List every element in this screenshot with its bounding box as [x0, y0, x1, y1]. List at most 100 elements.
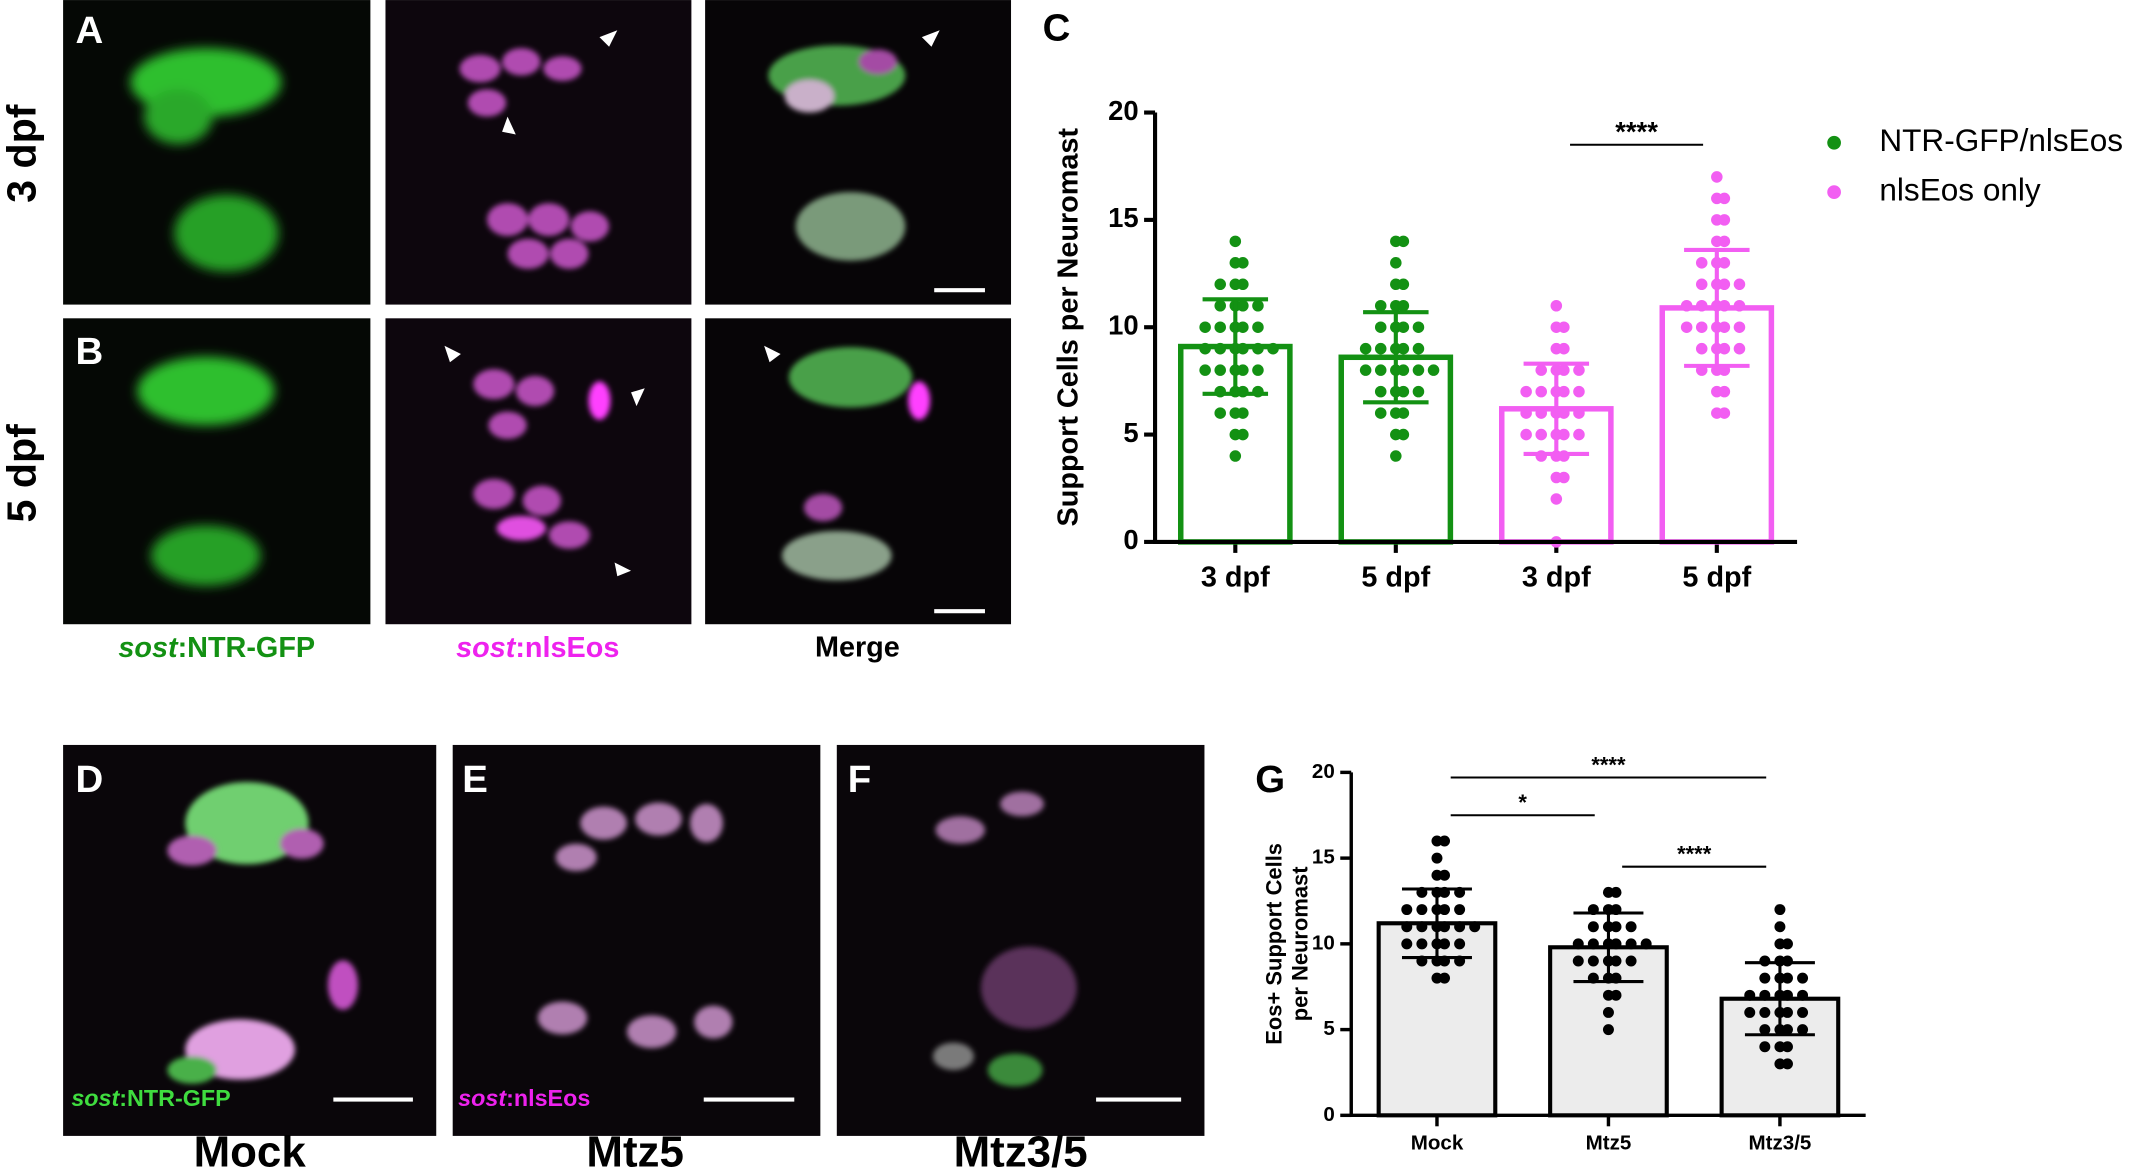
data-point [1625, 921, 1637, 933]
data-point [1587, 938, 1599, 950]
data-point [1427, 364, 1440, 376]
data-point [1359, 342, 1372, 355]
data-point [1718, 257, 1731, 269]
data-point [1625, 938, 1637, 950]
data-point [1439, 904, 1451, 916]
data-point [1695, 278, 1708, 291]
data-point [1454, 904, 1466, 916]
data-point [1718, 278, 1731, 291]
data-point [1733, 278, 1746, 291]
data-point [1535, 407, 1547, 419]
panel-letter: G [1255, 758, 1285, 801]
data-point [1199, 321, 1211, 333]
column-caption: sost:NTR-GFP [118, 632, 315, 664]
data-point [1558, 428, 1570, 441]
data-point [1733, 299, 1746, 312]
data-point [1550, 493, 1563, 505]
data-point [1610, 955, 1622, 967]
bottom-caption: Mock [194, 1128, 307, 1173]
caption-text: :NTR-GFP [178, 632, 316, 664]
data-point [1374, 321, 1387, 333]
data-point [1587, 955, 1599, 967]
panel-letter: C [1043, 6, 1071, 49]
data-point [1744, 989, 1756, 1001]
column-caption: Merge [815, 632, 900, 664]
data-point [1252, 342, 1264, 355]
data-point [1781, 1041, 1793, 1053]
data-point [1469, 921, 1481, 933]
caption-italic: sost [71, 1085, 120, 1111]
data-point [1359, 364, 1372, 376]
data-point [1550, 299, 1563, 312]
caption-text: :nlsEos [506, 1085, 590, 1111]
panel-letter: E [462, 758, 488, 801]
inset-caption: sost:nlsEos [458, 1085, 590, 1111]
data-point [1695, 342, 1708, 355]
data-point [1535, 364, 1547, 376]
data-point [1535, 385, 1547, 398]
image-panel [385, 0, 692, 305]
data-point [1573, 407, 1585, 419]
y-tick-label: 10 [1312, 931, 1335, 954]
data-point [1229, 450, 1242, 462]
data-point [1237, 342, 1249, 355]
legend-marker [1827, 185, 1841, 199]
data-point [1695, 299, 1708, 312]
data-point [1397, 278, 1410, 291]
data-point [1439, 835, 1451, 847]
x-tick-label: 3 dpf [1201, 562, 1270, 594]
data-point [1744, 1006, 1756, 1018]
data-point [1397, 364, 1410, 376]
data-point [1229, 235, 1242, 248]
data-point [1412, 385, 1425, 398]
data-point [1390, 257, 1402, 269]
panel-letter: D [75, 758, 103, 801]
x-tick-label: Mtz5 [1586, 1132, 1632, 1155]
axis [1349, 772, 1866, 1118]
data-point [1214, 299, 1226, 312]
data-point [1573, 428, 1585, 441]
data-point [1439, 972, 1451, 984]
row-label: 3 dpf [0, 104, 45, 203]
data-point [1602, 886, 1614, 898]
data-point [1718, 214, 1731, 226]
error-bar [1573, 911, 1644, 984]
y-tick-label: 20 [1108, 95, 1139, 126]
data-point [1401, 938, 1413, 950]
significance-label: **** [1615, 116, 1658, 147]
data-point [1252, 364, 1264, 376]
data-point [1573, 364, 1585, 376]
y-tick-label: 10 [1108, 309, 1139, 340]
data-point [1520, 385, 1532, 398]
image-panel [452, 744, 821, 1136]
data-point [1572, 955, 1584, 967]
data-point [1733, 321, 1746, 333]
data-point [1610, 989, 1622, 1001]
data-point [1718, 385, 1731, 398]
data-point [1237, 428, 1249, 441]
caption-text: :NTR-GFP [119, 1085, 230, 1111]
data-point [1797, 989, 1809, 1001]
data-point [1711, 171, 1723, 183]
data-point [1718, 407, 1731, 419]
error-bar [1401, 887, 1472, 960]
data-point [1781, 1024, 1793, 1036]
data-point [1416, 938, 1428, 950]
data-point [1718, 342, 1731, 355]
data-point [1401, 921, 1413, 933]
data-point [1412, 364, 1425, 376]
data-point [1397, 299, 1410, 312]
significance-label: **** [1591, 752, 1626, 777]
y-axis-label: Support Cells per Neuromast [1053, 128, 1085, 527]
data-point [1759, 972, 1771, 984]
data-point [1558, 385, 1570, 398]
row-label: 5 dpf [0, 424, 45, 523]
image-panel [836, 744, 1205, 1136]
y-tick-label: 20 [1312, 760, 1335, 783]
data-point [1572, 938, 1584, 950]
data-point [1237, 299, 1249, 312]
data-point [1797, 1024, 1809, 1036]
data-point [1797, 972, 1809, 984]
caption-italic: sost [458, 1085, 507, 1111]
data-point [1397, 321, 1410, 333]
